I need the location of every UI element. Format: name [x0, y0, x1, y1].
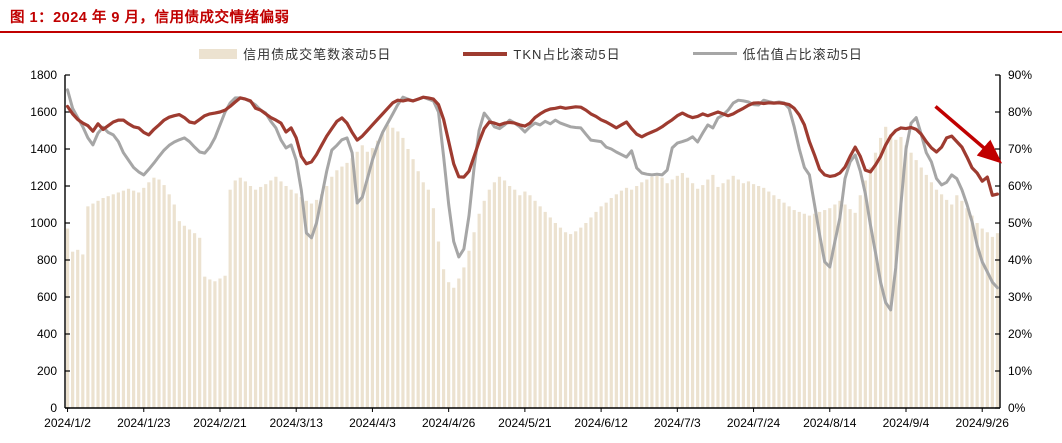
bar-swatch-icon	[199, 48, 238, 59]
svg-text:20%: 20%	[1008, 327, 1032, 341]
legend-label-tkn: TKN占比滚动5日	[513, 47, 621, 62]
svg-text:2024/9/26: 2024/9/26	[956, 416, 1010, 430]
svg-text:80%: 80%	[1008, 105, 1032, 119]
legend-label-bars: 信用债成交笔数滚动5日	[243, 47, 392, 62]
svg-text:800: 800	[37, 253, 57, 267]
legend-label-undervalue: 低估值占比滚动5日	[742, 47, 863, 62]
tkn-line-swatch-icon	[463, 51, 508, 56]
svg-text:2024/8/14: 2024/8/14	[803, 416, 857, 430]
svg-text:2024/2/21: 2024/2/21	[193, 416, 247, 430]
figure-title: 图 1：2024 年 9 月，信用债成交情绪偏弱	[10, 10, 290, 26]
svg-text:2024/5/21: 2024/5/21	[498, 416, 552, 430]
svg-text:2024/7/24: 2024/7/24	[727, 416, 781, 430]
undervalue-line-swatch-icon	[692, 52, 737, 55]
svg-text:60%: 60%	[1008, 179, 1032, 193]
svg-text:1600: 1600	[30, 105, 57, 119]
svg-text:2024/6/12: 2024/6/12	[574, 416, 628, 430]
svg-text:70%: 70%	[1008, 142, 1032, 156]
svg-text:2024/3/13: 2024/3/13	[270, 416, 324, 430]
combo-chart: 0 200 400 600 800 1000 1200 1400 1600 1800 0% 10% 20…	[30, 70, 1032, 430]
svg-text:1200: 1200	[30, 179, 57, 193]
svg-text:2024/1/23: 2024/1/23	[117, 416, 171, 430]
title-rule	[0, 31, 1062, 33]
svg-text:0: 0	[50, 401, 57, 415]
svg-text:2024/1/2: 2024/1/2	[44, 416, 91, 430]
legend-item-bars: 信用债成交笔数滚动5日	[199, 44, 391, 63]
svg-text:2024/4/3: 2024/4/3	[349, 416, 396, 430]
legend-item-undervalue: 低估值占比滚动5日	[692, 44, 863, 63]
svg-text:2024/9/4: 2024/9/4	[883, 416, 930, 430]
svg-text:90%: 90%	[1008, 70, 1032, 82]
legend-item-tkn: TKN占比滚动5日	[463, 44, 620, 63]
svg-text:10%: 10%	[1008, 364, 1032, 378]
chart-legend: 信用债成交笔数滚动5日 TKN占比滚动5日 低估值占比滚动5日	[0, 44, 1062, 63]
svg-text:30%: 30%	[1008, 290, 1032, 304]
svg-text:2024/7/3: 2024/7/3	[654, 416, 701, 430]
svg-text:600: 600	[37, 290, 57, 304]
svg-text:50%: 50%	[1008, 216, 1032, 230]
svg-text:200: 200	[37, 364, 57, 378]
svg-text:1800: 1800	[30, 70, 57, 82]
svg-text:1000: 1000	[30, 216, 57, 230]
svg-text:400: 400	[37, 327, 57, 341]
svg-text:40%: 40%	[1008, 253, 1032, 267]
svg-text:2024/4/26: 2024/4/26	[422, 416, 476, 430]
svg-text:0%: 0%	[1008, 401, 1026, 415]
svg-text:1400: 1400	[30, 142, 57, 156]
